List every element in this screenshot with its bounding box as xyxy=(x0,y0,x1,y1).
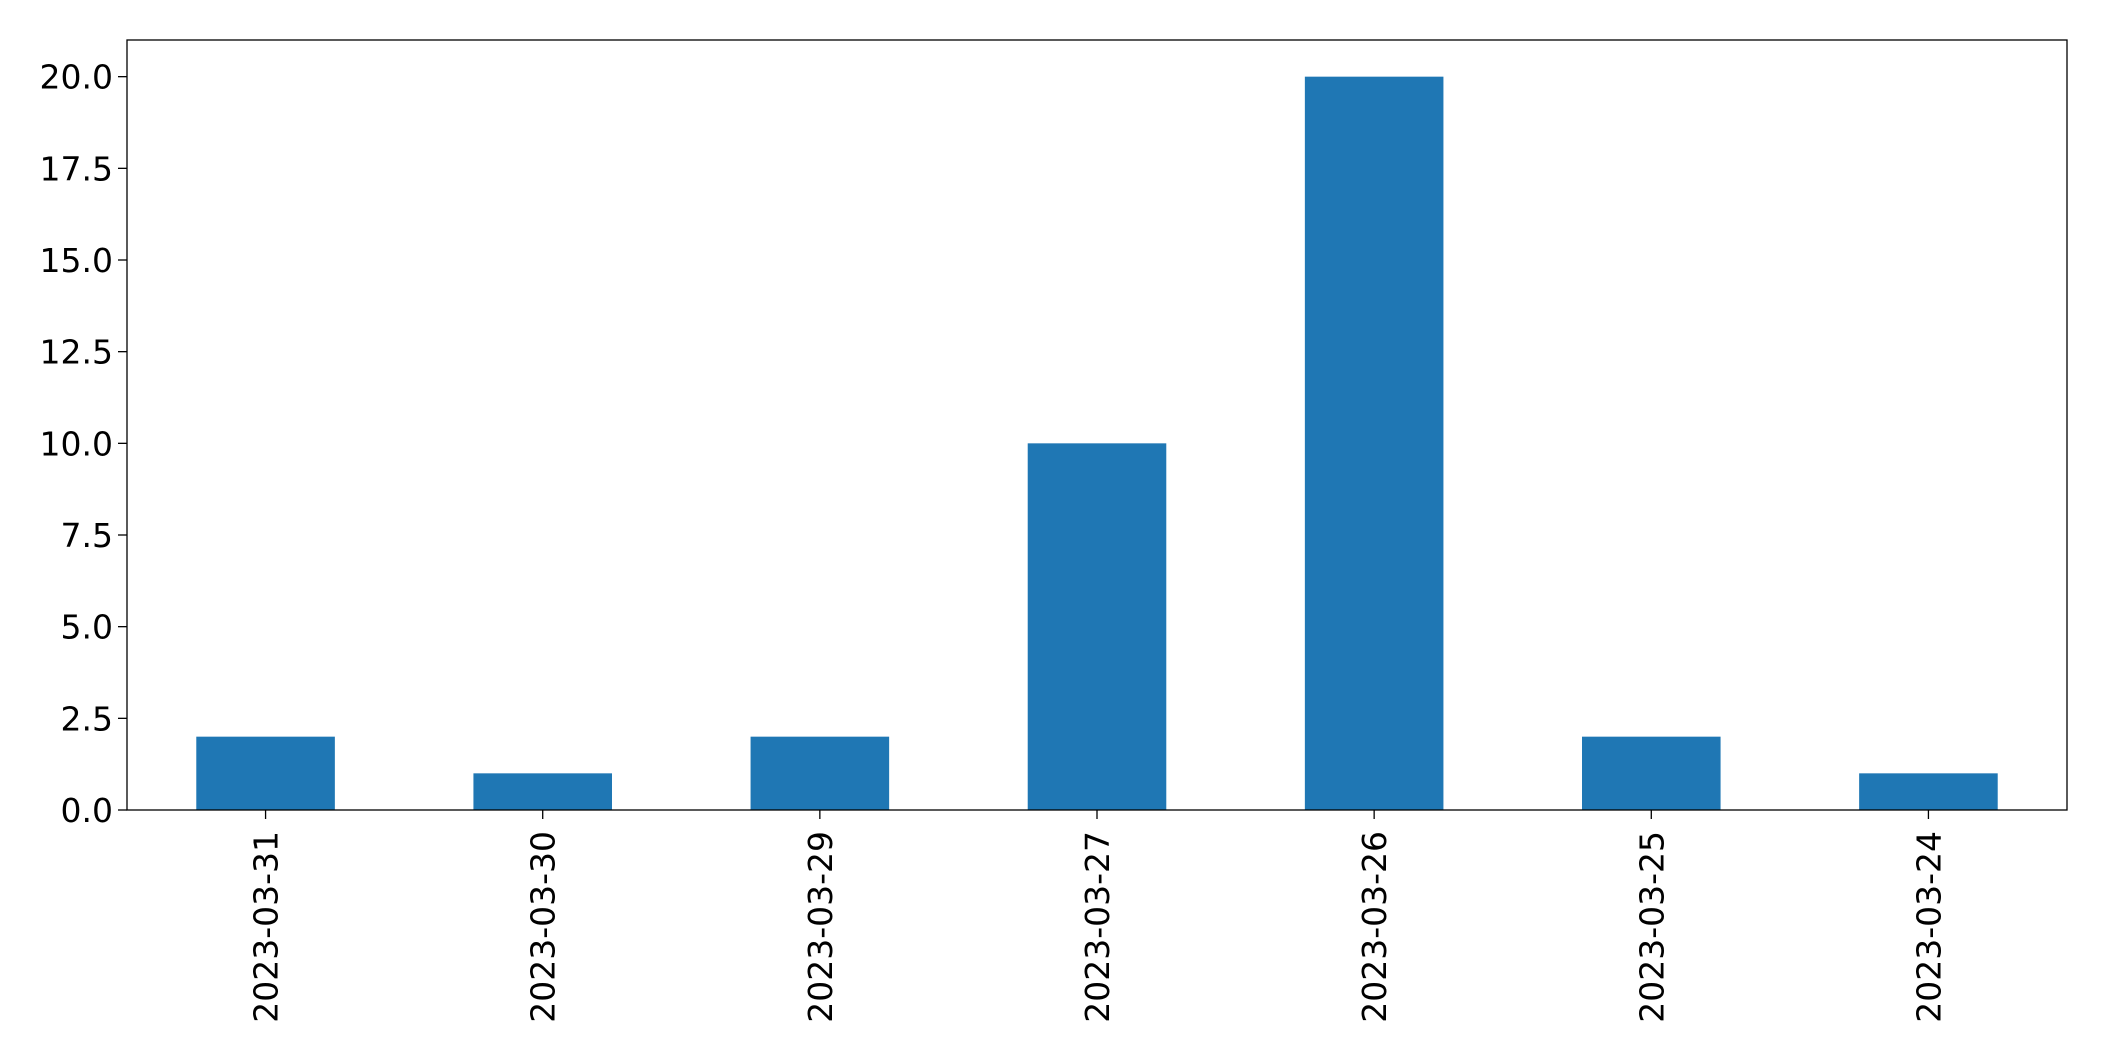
bar-2023-03-27 xyxy=(1027,443,1167,810)
x-tick-label: 2023-03-29 xyxy=(801,831,840,1023)
x-axis: 2023-03-31 2023-03-30 2023-03-29 2023-03-27… xyxy=(247,810,1948,1023)
y-tick-label: 12.5 xyxy=(40,333,113,372)
plot-frame xyxy=(126,39,2068,811)
bar-2023-03-30 xyxy=(473,773,612,810)
bars-group xyxy=(196,76,1998,810)
bar-2023-03-25 xyxy=(1582,736,1721,810)
y-tick-label: 17.5 xyxy=(40,149,113,188)
bar-2023-03-26 xyxy=(1304,76,1444,810)
y-tick-label: 5.0 xyxy=(61,608,113,647)
bar-2023-03-24 xyxy=(1859,773,1998,810)
y-tick-label: 20.0 xyxy=(40,58,113,97)
bar-2023-03-29 xyxy=(750,736,890,810)
x-tick-label: 2023-03-26 xyxy=(1355,831,1394,1023)
y-tick-label: 10.0 xyxy=(40,424,113,463)
y-tick-label: 15.0 xyxy=(40,241,113,280)
x-tick-label: 2023-03-27 xyxy=(1078,831,1117,1023)
y-tick-label: 0.0 xyxy=(61,791,113,830)
x-tick-label: 2023-03-30 xyxy=(524,831,563,1023)
y-axis: 0.0 2.5 5.0 7.5 10.0 12.5 15.0 17.5 20.0 xyxy=(40,58,127,830)
x-tick-label: 2023-03-24 xyxy=(1909,831,1948,1023)
x-tick-label: 2023-03-31 xyxy=(247,831,286,1023)
y-tick-label: 7.5 xyxy=(61,516,113,555)
x-tick-label: 2023-03-25 xyxy=(1632,831,1671,1023)
y-tick-label: 2.5 xyxy=(61,699,113,738)
bar-2023-03-31 xyxy=(196,736,335,810)
